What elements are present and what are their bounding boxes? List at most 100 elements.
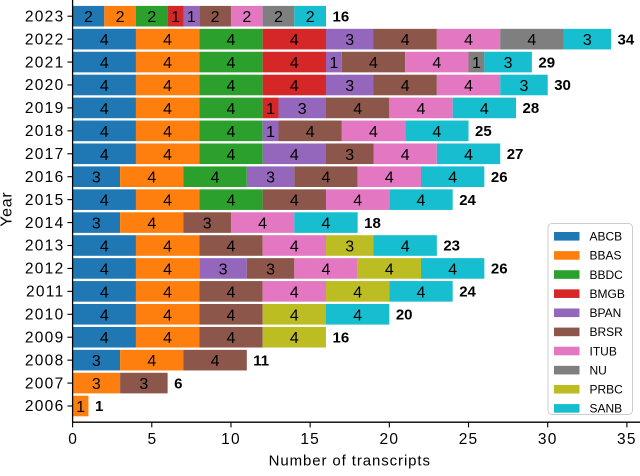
svg-text:2021: 2021 bbox=[25, 54, 65, 71]
svg-text:30: 30 bbox=[538, 431, 558, 448]
svg-text:3: 3 bbox=[203, 216, 212, 233]
svg-text:27: 27 bbox=[507, 146, 524, 163]
svg-text:18: 18 bbox=[364, 215, 381, 232]
svg-text:2006: 2006 bbox=[25, 398, 65, 415]
svg-text:4: 4 bbox=[417, 193, 426, 210]
svg-text:4: 4 bbox=[353, 193, 362, 210]
svg-text:BMGB: BMGB bbox=[590, 287, 625, 301]
svg-text:1: 1 bbox=[329, 55, 338, 72]
svg-text:10: 10 bbox=[221, 431, 241, 448]
svg-text:15: 15 bbox=[300, 431, 320, 448]
svg-text:4: 4 bbox=[464, 147, 473, 164]
svg-text:4: 4 bbox=[163, 284, 172, 301]
svg-text:4: 4 bbox=[147, 216, 156, 233]
svg-text:2: 2 bbox=[274, 9, 283, 26]
svg-text:2: 2 bbox=[116, 9, 125, 26]
svg-text:4: 4 bbox=[227, 78, 236, 95]
svg-text:2: 2 bbox=[211, 9, 220, 26]
svg-text:3: 3 bbox=[219, 261, 228, 278]
svg-text:3: 3 bbox=[92, 216, 101, 233]
svg-text:4: 4 bbox=[163, 101, 172, 118]
svg-text:ITUB: ITUB bbox=[590, 344, 617, 358]
svg-text:25: 25 bbox=[475, 123, 492, 140]
svg-text:3: 3 bbox=[583, 32, 592, 49]
svg-text:4: 4 bbox=[147, 353, 156, 370]
svg-text:4: 4 bbox=[322, 261, 331, 278]
svg-text:4: 4 bbox=[385, 170, 394, 187]
svg-text:2: 2 bbox=[84, 9, 93, 26]
svg-text:BBDC: BBDC bbox=[590, 268, 624, 282]
svg-text:4: 4 bbox=[227, 55, 236, 72]
svg-text:1: 1 bbox=[266, 124, 275, 141]
svg-text:2: 2 bbox=[242, 9, 251, 26]
svg-text:3: 3 bbox=[266, 170, 275, 187]
svg-text:4: 4 bbox=[163, 330, 172, 347]
svg-text:2: 2 bbox=[306, 9, 315, 26]
svg-text:4: 4 bbox=[227, 330, 236, 347]
svg-text:4: 4 bbox=[322, 216, 331, 233]
svg-text:4: 4 bbox=[100, 239, 109, 256]
svg-text:2015: 2015 bbox=[25, 192, 65, 209]
svg-text:24: 24 bbox=[459, 284, 476, 301]
svg-text:4: 4 bbox=[100, 261, 109, 278]
svg-text:4: 4 bbox=[432, 124, 441, 141]
svg-text:4: 4 bbox=[163, 307, 172, 324]
svg-text:2013: 2013 bbox=[25, 238, 65, 255]
svg-text:4: 4 bbox=[100, 55, 109, 72]
svg-text:0: 0 bbox=[68, 431, 77, 448]
svg-text:4: 4 bbox=[227, 101, 236, 118]
svg-text:16: 16 bbox=[332, 8, 349, 25]
svg-text:4: 4 bbox=[163, 193, 172, 210]
svg-text:4: 4 bbox=[417, 101, 426, 118]
svg-text:4: 4 bbox=[401, 78, 410, 95]
svg-text:16: 16 bbox=[332, 329, 349, 346]
svg-text:1: 1 bbox=[266, 101, 275, 118]
svg-text:4: 4 bbox=[163, 78, 172, 95]
svg-text:4: 4 bbox=[227, 147, 236, 164]
svg-text:2017: 2017 bbox=[25, 146, 65, 163]
svg-text:25: 25 bbox=[459, 431, 479, 448]
svg-text:4: 4 bbox=[432, 55, 441, 72]
svg-text:1: 1 bbox=[171, 9, 180, 26]
svg-text:20: 20 bbox=[396, 306, 413, 323]
svg-text:4: 4 bbox=[290, 307, 299, 324]
svg-text:4: 4 bbox=[227, 284, 236, 301]
svg-text:5: 5 bbox=[147, 431, 156, 448]
svg-text:4: 4 bbox=[464, 32, 473, 49]
svg-text:4: 4 bbox=[401, 239, 410, 256]
svg-text:4: 4 bbox=[401, 32, 410, 49]
svg-text:4: 4 bbox=[147, 170, 156, 187]
svg-text:3: 3 bbox=[345, 147, 354, 164]
svg-text:3: 3 bbox=[266, 261, 275, 278]
svg-text:4: 4 bbox=[290, 330, 299, 347]
svg-text:2007: 2007 bbox=[25, 375, 65, 392]
svg-text:6: 6 bbox=[174, 375, 182, 392]
svg-text:3: 3 bbox=[345, 78, 354, 95]
svg-text:26: 26 bbox=[491, 169, 508, 186]
svg-text:4: 4 bbox=[100, 124, 109, 141]
svg-text:4: 4 bbox=[100, 147, 109, 164]
svg-text:30: 30 bbox=[554, 77, 571, 94]
svg-text:23: 23 bbox=[443, 238, 460, 255]
svg-text:4: 4 bbox=[100, 193, 109, 210]
svg-text:34: 34 bbox=[618, 31, 635, 48]
svg-text:1: 1 bbox=[76, 399, 85, 416]
svg-text:4: 4 bbox=[163, 32, 172, 49]
svg-text:29: 29 bbox=[538, 54, 555, 71]
svg-text:4: 4 bbox=[290, 78, 299, 95]
svg-text:4: 4 bbox=[163, 261, 172, 278]
svg-text:35: 35 bbox=[617, 431, 637, 448]
svg-text:4: 4 bbox=[290, 147, 299, 164]
svg-text:2014: 2014 bbox=[25, 215, 65, 232]
svg-text:3: 3 bbox=[345, 239, 354, 256]
svg-text:2016: 2016 bbox=[25, 169, 65, 186]
svg-text:2023: 2023 bbox=[25, 8, 65, 25]
svg-text:4: 4 bbox=[417, 284, 426, 301]
svg-text:4: 4 bbox=[290, 193, 299, 210]
svg-text:BPAN: BPAN bbox=[590, 306, 622, 320]
svg-text:4: 4 bbox=[290, 55, 299, 72]
svg-text:4: 4 bbox=[163, 147, 172, 164]
svg-text:4: 4 bbox=[385, 261, 394, 278]
svg-text:24: 24 bbox=[459, 192, 476, 209]
svg-text:4: 4 bbox=[227, 239, 236, 256]
